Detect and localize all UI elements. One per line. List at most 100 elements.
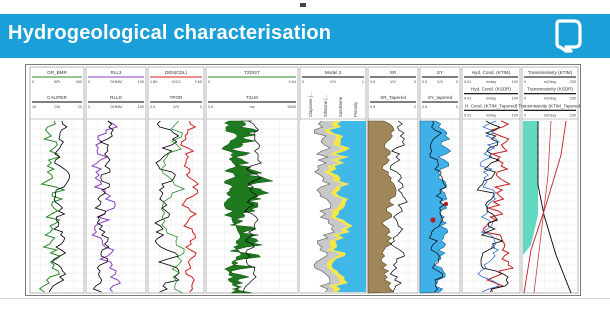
scale-max: 0: [414, 105, 416, 109]
sy-marker-point: [430, 217, 436, 223]
sr-tapered-curve: [389, 120, 408, 293]
scale-min: 0: [524, 80, 526, 84]
scale-unit: m/day: [486, 97, 496, 101]
scale-max: 2.65: [195, 80, 202, 84]
t2lm-curve: [243, 120, 262, 293]
scale-max: 0: [200, 105, 202, 109]
porosity-curve: [160, 120, 186, 294]
gamma-ray-curve: [38, 120, 67, 293]
scale-max: 5000: [288, 105, 296, 109]
scale-unit: G/C3: [172, 80, 181, 84]
scale-unit: m2/day: [544, 113, 557, 117]
track-curve-name: Model 2: [325, 70, 342, 75]
scale-min: 0: [32, 80, 34, 84]
hyd-cond-ktim-curve: [482, 120, 515, 293]
track-curve-name: GR_BMR: [47, 70, 67, 75]
track-curve-name: SR_Tapered: [380, 95, 406, 100]
scale-max: 0: [456, 80, 458, 84]
scale-max: 230: [570, 113, 576, 117]
scale-unit: CM: [54, 105, 60, 109]
transmissivity-ksdr-curve: [523, 120, 567, 294]
track-frame: [205, 66, 299, 294]
track-curve-name: SY: [437, 70, 443, 75]
scale-unit: OHMM: [110, 105, 122, 109]
sandstone-fill: [323, 121, 353, 292]
resistivity-rll3-curve: [90, 120, 122, 293]
transmissivity-fill: [523, 121, 538, 255]
footer-divider: [0, 298, 610, 299]
track-curve-name: Transmissivity (KTIM_Tapered): [518, 103, 580, 108]
scale-min: 0: [524, 113, 526, 117]
siltstone-fill: [313, 121, 349, 292]
scale-min: 10: [32, 105, 36, 109]
t2-distribution-fill: [221, 120, 273, 294]
resistivity-rlld-curve: [92, 120, 114, 293]
hyd-cond-ksdr-curve: [476, 120, 509, 293]
track-curve-name: Hyd. Cond. (KTIM): [472, 70, 511, 75]
scale-min: 1.80: [150, 80, 157, 84]
scale-min: 0: [524, 97, 526, 101]
hyd-cond-tapered-curve: [477, 120, 500, 293]
slide-marker-icon: [300, 3, 306, 7]
track-curve-name: DEN(CDL): [165, 70, 187, 75]
track-frame: [85, 66, 147, 294]
scale-unit: m/day: [486, 80, 496, 84]
scale-max: 0: [414, 80, 416, 84]
track-curve-name: Transmissivity (KSDR): [527, 87, 573, 92]
scale-unit: V/V: [173, 105, 180, 109]
track-curve-name: T2DIST: [244, 70, 260, 75]
scale-unit: API: [54, 80, 60, 84]
scale-min: 0.01: [464, 97, 471, 101]
scale-min: 0: [88, 80, 90, 84]
lithology-label: Sandstone: [338, 96, 343, 117]
transmissivity-ktim-curve: [537, 121, 572, 294]
well-log-panel: GR_BMR 0 API 400 CALIPER 10 CM 20 RLL3 0 OHMM 100 RL…: [25, 64, 582, 296]
sy-marker-point: [443, 201, 449, 207]
scale-unit: m/day: [486, 113, 496, 117]
scale-min: 0.0: [208, 105, 213, 109]
sr-fill: [367, 120, 397, 294]
scale-max: 100: [512, 80, 518, 84]
scale-max: 100: [138, 80, 144, 84]
scale-min: 0: [302, 80, 304, 84]
scale-unit: OHMM: [110, 80, 122, 84]
track-curve-name: Transmissivity (KTIM): [528, 70, 573, 75]
scale-unit: m2/day: [544, 97, 557, 101]
scale-min: 0.01: [464, 113, 471, 117]
scale-unit: V/V: [390, 80, 397, 84]
q-logo-icon: [555, 19, 582, 53]
track-curve-name: RLLD: [110, 95, 122, 100]
track-curve-name: SY_tapered: [428, 95, 453, 100]
scale-max: 0.04: [289, 80, 296, 84]
scale-min: 0: [88, 105, 90, 109]
scale-unit: ms: [249, 105, 254, 109]
scale-min: 0.5: [422, 80, 427, 84]
slide-title: Hydrogeological characterisation: [8, 22, 332, 44]
scale-unit: V/V: [437, 80, 444, 84]
track-frame: [29, 66, 85, 294]
scale-min: 0.5: [422, 105, 427, 109]
scale-max: 20: [78, 105, 82, 109]
scale-min: 0: [208, 80, 210, 84]
claystone-boundary: [313, 120, 335, 293]
scale-max: 230: [570, 97, 576, 101]
track-curve-name: TPOR: [170, 95, 183, 100]
density-curve: [180, 120, 200, 293]
scale-min: 0.01: [464, 80, 471, 84]
scale-min: 0.0: [150, 105, 155, 109]
track-curve-name: SR: [390, 70, 397, 75]
track-curve-name: Hyd. Cond. (KSDR): [471, 87, 512, 92]
tpor-curve: [154, 120, 180, 293]
scale-unit: V/V: [330, 80, 337, 84]
scale-max: 100: [512, 113, 518, 117]
lithology-label: Siltstone (...: [323, 95, 328, 117]
scale-max: 100: [138, 105, 144, 109]
track-curve-name: H. Cond. (KTIM_Tapered): [465, 103, 518, 108]
scale-min: 0.5: [370, 105, 375, 109]
scale-unit: m2/day: [544, 80, 557, 84]
scale-max: 0: [456, 105, 458, 109]
track-curve-name: CALIPER: [47, 95, 67, 100]
track-frame: [147, 66, 205, 294]
